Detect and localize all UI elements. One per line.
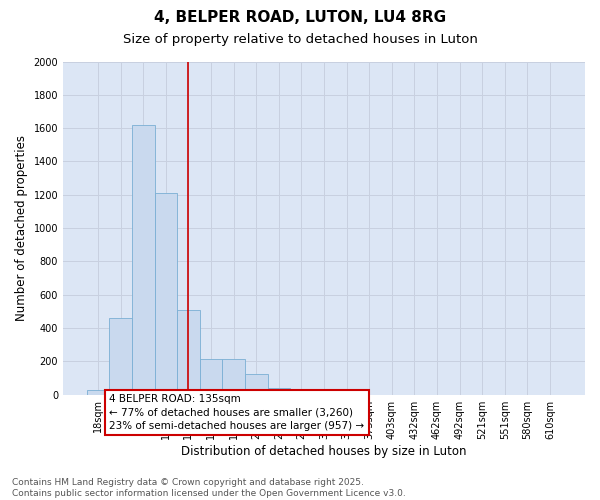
Y-axis label: Number of detached properties: Number of detached properties [15, 135, 28, 321]
X-axis label: Distribution of detached houses by size in Luton: Distribution of detached houses by size … [181, 444, 467, 458]
Bar [313, 392, 335, 394]
Bar [200, 359, 223, 394]
Bar [268, 388, 290, 394]
Text: 4, BELPER ROAD, LUTON, LU4 8RG: 4, BELPER ROAD, LUTON, LU4 8RG [154, 10, 446, 25]
Text: 4 BELPER ROAD: 135sqm
← 77% of detached houses are smaller (3,260)
23% of semi-d: 4 BELPER ROAD: 135sqm ← 77% of detached … [109, 394, 364, 430]
Text: Contains HM Land Registry data © Crown copyright and database right 2025.
Contai: Contains HM Land Registry data © Crown c… [12, 478, 406, 498]
Bar [132, 125, 155, 394]
Bar [245, 374, 268, 394]
Text: Size of property relative to detached houses in Luton: Size of property relative to detached ho… [122, 32, 478, 46]
Bar [109, 318, 132, 394]
Bar [177, 310, 200, 394]
Bar [155, 193, 177, 394]
Bar [223, 359, 245, 394]
Bar [87, 390, 109, 394]
Bar [290, 390, 313, 394]
